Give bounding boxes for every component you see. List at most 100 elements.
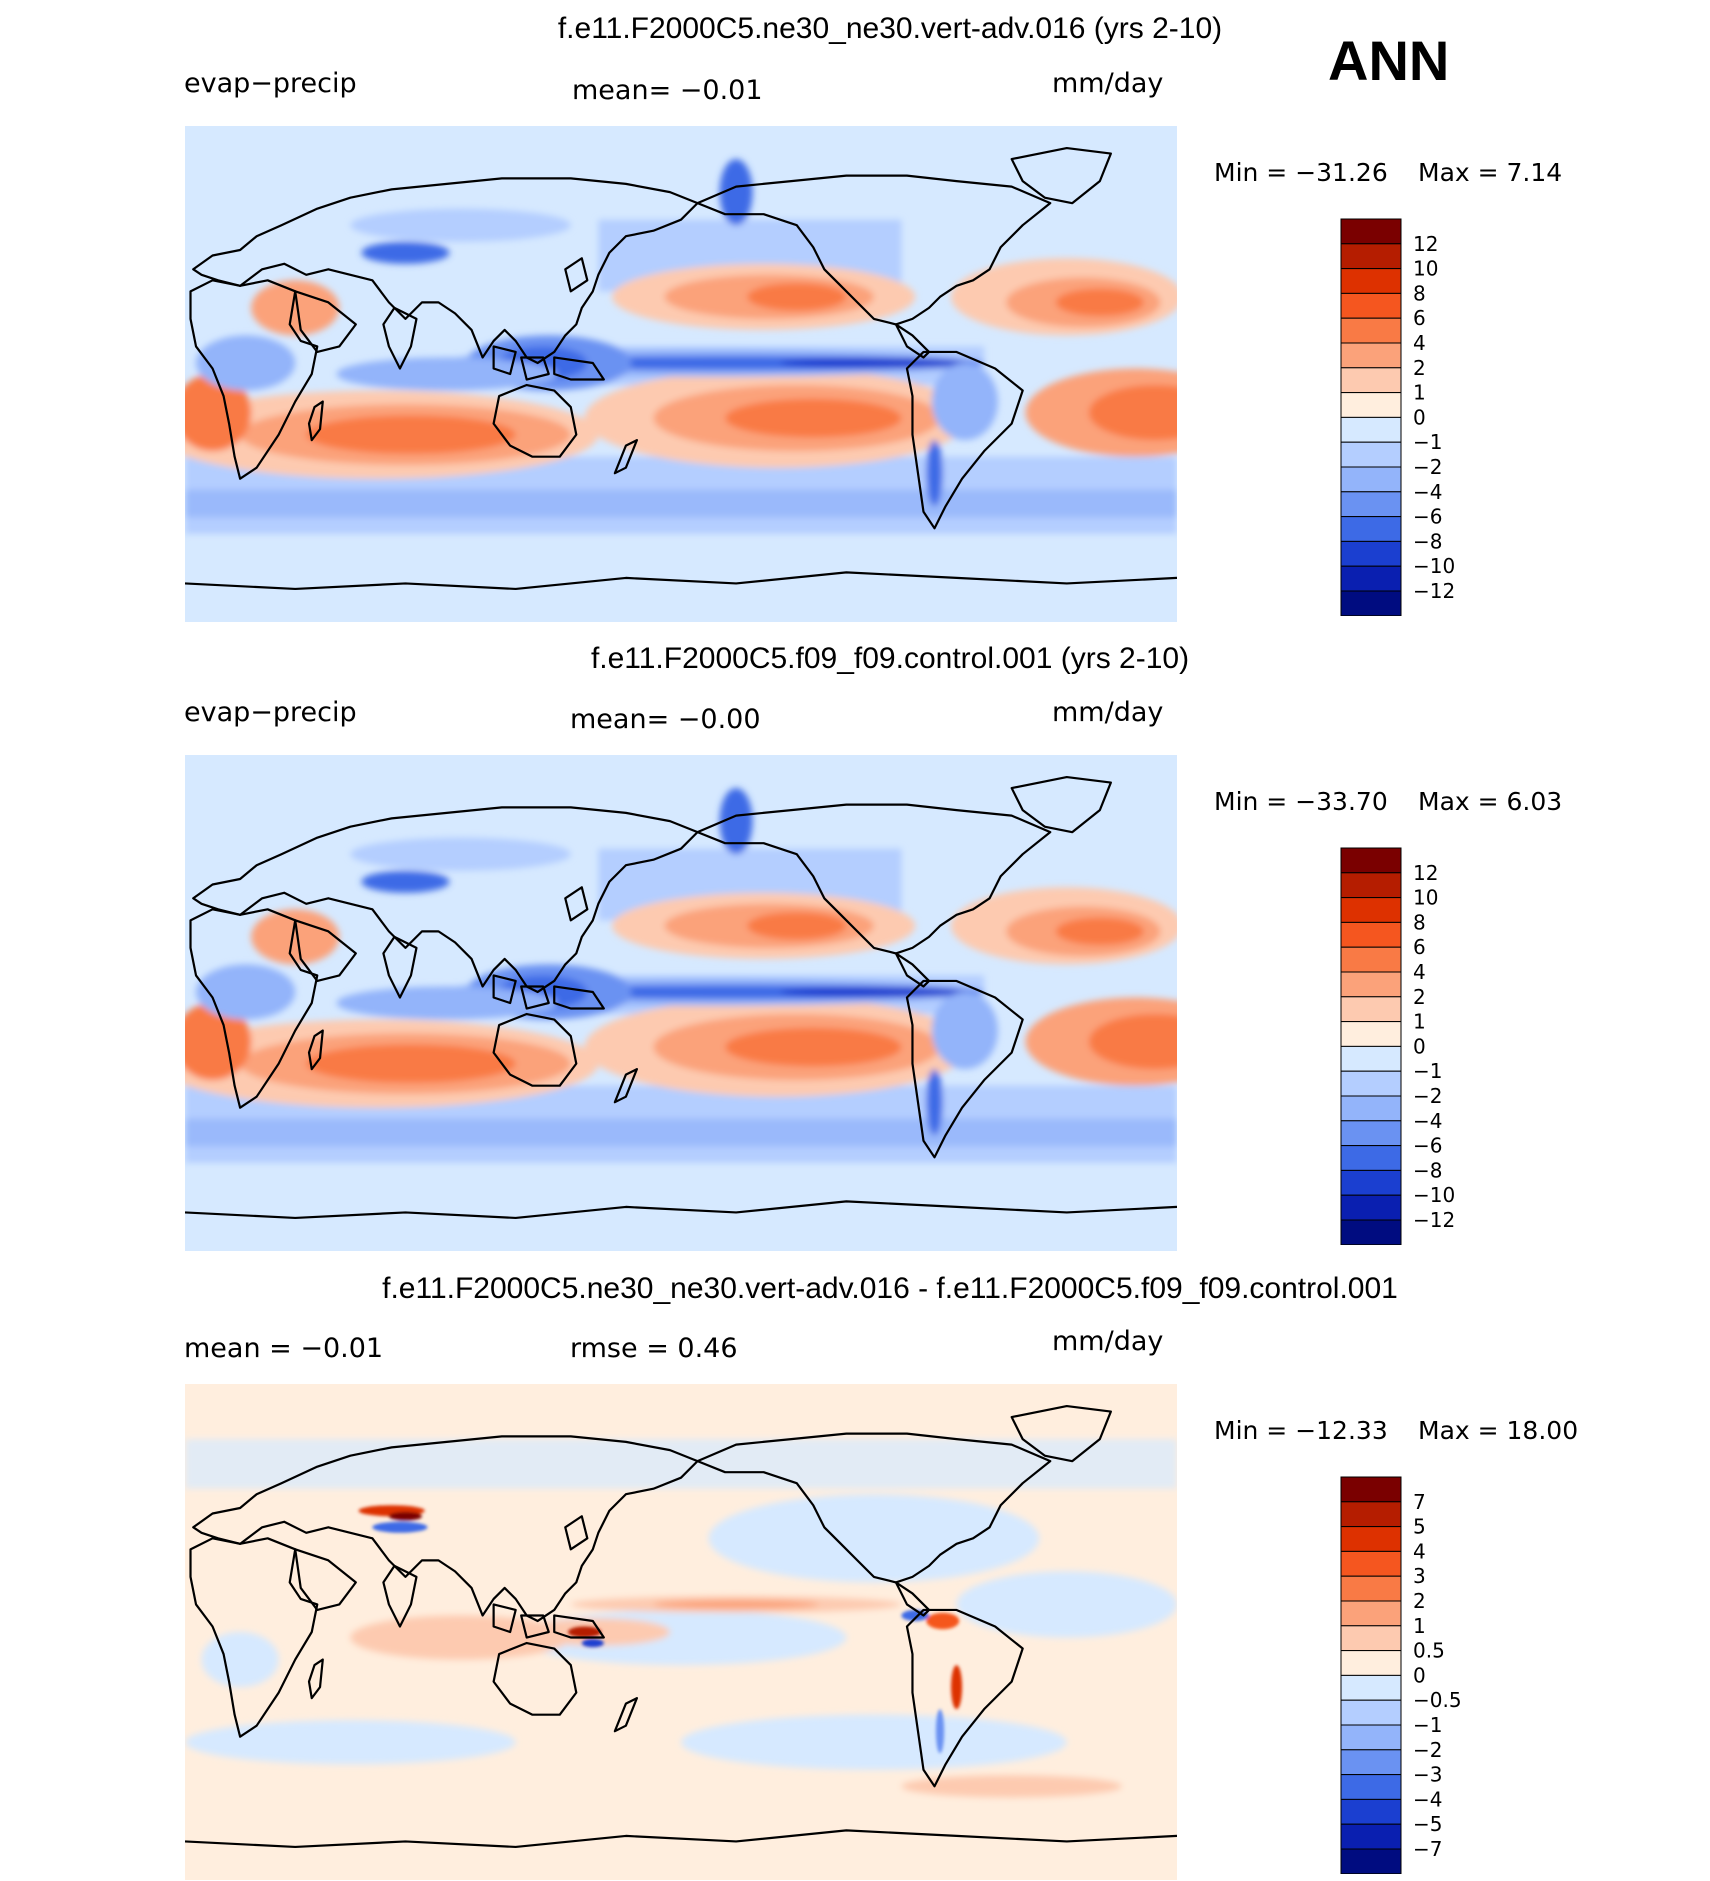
colorbar-level-label: 4 (1413, 960, 1426, 984)
colorbar-level-label: −12 (1413, 1208, 1455, 1232)
colorbar-level-label: 6 (1413, 935, 1426, 959)
panel-3-max-label: Max = 18.00 (1418, 1416, 1579, 1445)
colorbar-level-label: −4 (1413, 480, 1442, 504)
colorbar-level-label: −12 (1413, 579, 1455, 603)
colorbar-swatch (1340, 1724, 1402, 1751)
colorbar-level-label: −3 (1413, 1763, 1442, 1787)
colorbar-level-label: −8 (1413, 1158, 1442, 1182)
colorbar-level-label: 12 (1413, 232, 1438, 256)
colorbar-swatch (1340, 590, 1402, 616)
colorbar-swatch (1340, 243, 1402, 270)
colorbar-swatch (1340, 1650, 1402, 1676)
panel-1-title: f.e11.F2000C5.ne30_ne30.vert-adv.016 (yr… (557, 12, 1223, 45)
colorbar-swatch (1340, 1699, 1402, 1726)
colorbar-level-label: −6 (1413, 505, 1442, 529)
panel-2-min-label: Min = −33.70 (1214, 787, 1388, 816)
colorbar-level-label: 0 (1413, 405, 1426, 429)
colorbar-swatch (1340, 491, 1402, 518)
colorbar-swatch (1340, 971, 1402, 998)
colorbar-swatch (1340, 1550, 1402, 1577)
colorbar-swatch (1340, 317, 1402, 344)
colorbar-level-label: −10 (1413, 1183, 1455, 1207)
panel-3-title: f.e11.F2000C5.ne30_ne30.vert-adv.016 - f… (382, 1272, 1398, 1305)
colorbar-level-label: 2 (1413, 356, 1426, 380)
colorbar-level-label: 4 (1413, 1539, 1426, 1563)
colorbar-level-label: 1 (1413, 1010, 1426, 1034)
colorbar-swatch (1340, 897, 1402, 923)
colorbar-level-label: 8 (1413, 281, 1426, 305)
panel-3-units-label: mm/day (1052, 1326, 1164, 1357)
panel-1-min-label: Min = −31.26 (1214, 158, 1388, 187)
colorbar-swatch (1340, 292, 1402, 319)
colorbar-level-label: 12 (1413, 861, 1438, 885)
colorbar-level-label: −0.5 (1413, 1688, 1462, 1712)
colorbar-level-label: 8 (1413, 910, 1426, 934)
colorbar-swatch (1340, 1501, 1402, 1528)
colorbar-level-label: −6 (1413, 1134, 1442, 1158)
colorbar-swatch (1340, 996, 1402, 1023)
colorbar-swatch (1340, 1070, 1402, 1097)
colorbar-swatch (1340, 565, 1402, 592)
panel-3-rmse-label: rmse = 0.46 (570, 1333, 738, 1364)
colorbar-swatch (1340, 1774, 1402, 1800)
colorbar-swatch (1340, 516, 1402, 542)
colorbar-level-label: 2 (1413, 985, 1426, 1009)
panel-1-variable-label: evap−precip (184, 68, 357, 99)
colorbar-swatch (1340, 1120, 1402, 1147)
colorbar-swatch (1340, 1526, 1402, 1552)
colorbar-swatch (1340, 1625, 1402, 1652)
colorbar-level-label: 2 (1413, 1589, 1426, 1613)
colorbar-level-label: −5 (1413, 1812, 1442, 1836)
panel-2-max-label: Max = 6.03 (1418, 787, 1563, 816)
colorbar-level-label: 0 (1413, 1663, 1426, 1687)
colorbar-level-label: 5 (1413, 1515, 1426, 1539)
colorbar-level-label: −2 (1413, 455, 1442, 479)
colorbar-level-label: 0.5 (1413, 1639, 1445, 1663)
colorbar-level-label: 10 (1413, 886, 1438, 910)
colorbar-level-label: 0 (1413, 1034, 1426, 1058)
colorbar-swatch (1340, 1045, 1402, 1072)
panel-2-variable-label: evap−precip (184, 697, 357, 728)
colorbar-swatch (1340, 1095, 1402, 1122)
colorbar-level-label: −10 (1413, 554, 1455, 578)
colorbar-level-label: −2 (1413, 1084, 1442, 1108)
colorbar-swatch (1340, 1194, 1402, 1221)
colorbar-level-label: 4 (1413, 331, 1426, 355)
colorbar-level-label: −7 (1413, 1837, 1442, 1861)
panel-1-units-label: mm/day (1052, 68, 1164, 99)
colorbar-swatch (1340, 392, 1402, 418)
colorbar-swatch (1340, 946, 1402, 973)
colorbar-swatch (1340, 921, 1402, 948)
colorbar-level-label: −2 (1413, 1738, 1442, 1762)
season-label: ANN (1328, 29, 1450, 92)
colorbar-level-label: 1 (1413, 381, 1426, 405)
colorbar-swatch (1340, 847, 1402, 874)
colorbar-swatch (1340, 1575, 1402, 1602)
colorbar-level-label: 10 (1413, 257, 1438, 281)
colorbar-swatch (1340, 367, 1402, 394)
colorbar-level-label: 1 (1413, 1614, 1426, 1638)
colorbar-swatch (1340, 218, 1402, 245)
colorbar-level-label: −8 (1413, 529, 1442, 553)
colorbar-swatch (1340, 1848, 1402, 1874)
colorbar-swatch (1340, 1219, 1402, 1245)
panel-2-mean-label: mean= −0.00 (570, 704, 761, 735)
colorbar-level-label: −4 (1413, 1787, 1442, 1811)
colorbar-swatch (1340, 268, 1402, 294)
panel-3-min-label: Min = −12.33 (1214, 1416, 1388, 1445)
colorbar-level-label: −4 (1413, 1109, 1442, 1133)
colorbar-swatch (1340, 1674, 1402, 1701)
colorbar-swatch (1340, 1476, 1402, 1503)
colorbar-swatch (1340, 1798, 1402, 1825)
panel-3-map (185, 1384, 1177, 1880)
panel-1-max-label: Max = 7.14 (1418, 158, 1563, 187)
colorbar-swatch (1340, 1145, 1402, 1171)
colorbar-swatch (1340, 466, 1402, 493)
panel-1-mean-label: mean= −0.01 (572, 75, 763, 106)
panel-1-map (185, 126, 1177, 622)
panel-2-map (185, 755, 1177, 1251)
panel-3-mean-label: mean = −0.01 (184, 1333, 384, 1364)
